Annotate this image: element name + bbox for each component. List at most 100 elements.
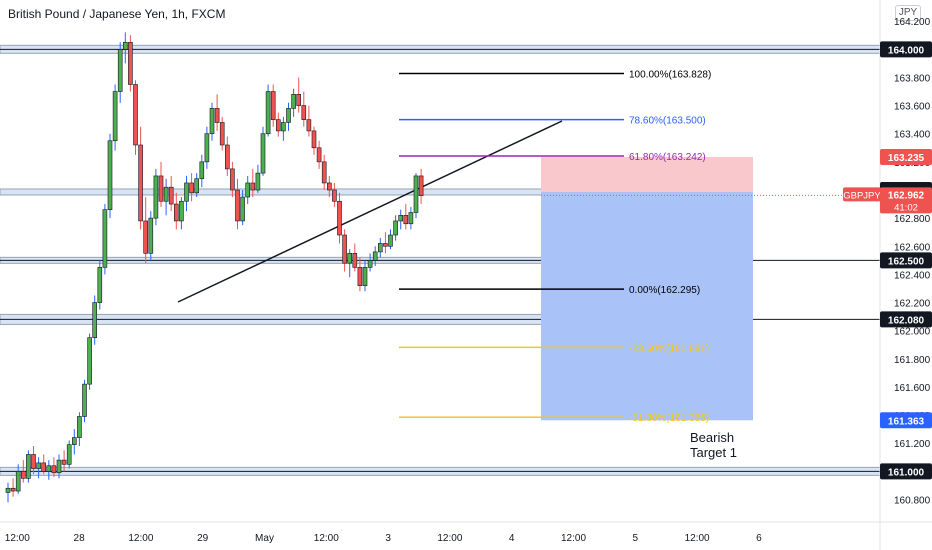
symbol-tag[interactable]: GBPJPY <box>843 190 881 201</box>
candle-body[interactable] <box>240 196 245 222</box>
candle-body[interactable] <box>321 161 327 184</box>
currency-badge[interactable]: JPY <box>895 5 921 21</box>
candle-body[interactable] <box>117 49 123 92</box>
candle-body[interactable] <box>41 462 47 472</box>
fib-label: 61.80%(163.242) <box>629 152 706 163</box>
candle-body[interactable] <box>189 182 194 194</box>
take-profit-zone[interactable] <box>541 191 753 421</box>
candle-body[interactable] <box>250 182 256 191</box>
candle-body[interactable] <box>291 94 296 109</box>
rising-trend-line[interactable] <box>177 120 563 303</box>
candle-body[interactable] <box>255 172 261 191</box>
fib-label: 0.00%(162.295) <box>629 285 700 296</box>
candle-body[interactable] <box>77 416 82 438</box>
candle-body[interactable] <box>372 251 378 261</box>
time-tick-label: 4 <box>509 533 515 544</box>
candle-body[interactable] <box>204 133 210 163</box>
candle-body[interactable] <box>97 267 103 303</box>
candle-body[interactable] <box>275 119 281 132</box>
candle-body[interactable] <box>413 175 419 213</box>
candle-body[interactable] <box>270 91 276 120</box>
candle-body[interactable] <box>245 182 250 198</box>
candle-body[interactable] <box>72 437 77 445</box>
fib-label: -23.60%(161.881) <box>629 343 709 354</box>
chart-title: British Pound / Japanese Yen, 1h, FXCM <box>8 7 226 21</box>
candle-body[interactable] <box>235 189 240 222</box>
candle-body[interactable] <box>92 302 97 339</box>
candle-body[interactable] <box>51 465 57 474</box>
candle-body[interactable] <box>209 108 215 135</box>
candle-body[interactable] <box>342 234 347 264</box>
candle-body[interactable] <box>286 108 291 123</box>
candle-body[interactable] <box>347 253 353 264</box>
candle-body[interactable] <box>265 91 271 135</box>
candle-body[interactable] <box>56 459 62 474</box>
candle-body[interactable] <box>388 234 393 247</box>
price-tick-label: 164.200 <box>894 17 931 28</box>
time-tick-label: 6 <box>756 533 762 544</box>
candle-body[interactable] <box>337 200 342 236</box>
symbol-tag-bg <box>843 187 881 202</box>
candle-body[interactable] <box>133 84 138 146</box>
stop-loss-zone[interactable] <box>541 156 753 192</box>
candle-body[interactable] <box>184 182 189 202</box>
candle-body[interactable] <box>31 454 36 469</box>
candle-body[interactable] <box>174 203 179 222</box>
candle-body[interactable] <box>143 220 148 254</box>
candle-body[interactable] <box>128 41 133 85</box>
candle-body[interactable] <box>194 178 199 194</box>
candle-body[interactable] <box>230 168 235 191</box>
candle-body[interactable] <box>316 147 322 163</box>
candle-body[interactable] <box>179 200 184 222</box>
candle-body[interactable] <box>260 133 266 174</box>
candle-body[interactable] <box>10 487 16 492</box>
candle-body[interactable] <box>383 243 388 247</box>
candle-body[interactable] <box>87 337 92 385</box>
candle-body[interactable] <box>296 94 302 106</box>
candle-body[interactable] <box>158 175 164 202</box>
candle-body[interactable] <box>153 175 159 219</box>
candle-body[interactable] <box>26 454 31 479</box>
candle-body[interactable] <box>163 186 169 202</box>
price-tick-label: 161.600 <box>894 383 931 394</box>
candle-body[interactable] <box>301 105 307 120</box>
candle-body[interactable] <box>5 487 11 493</box>
candle-body[interactable] <box>225 144 230 170</box>
candle-body[interactable] <box>306 119 312 132</box>
candle-body[interactable] <box>36 462 41 469</box>
candle-body[interactable] <box>107 140 113 210</box>
candle-body[interactable] <box>46 465 52 472</box>
candle-body[interactable] <box>362 267 368 286</box>
candle-body[interactable] <box>61 459 67 465</box>
marker-tag-bg <box>880 148 932 165</box>
candle-body[interactable] <box>403 215 409 225</box>
candle-body[interactable] <box>148 217 154 254</box>
price-tick-label: 160.800 <box>894 495 931 506</box>
candle-body[interactable] <box>352 253 358 268</box>
candle-body[interactable] <box>367 260 373 268</box>
candle-body[interactable] <box>219 122 225 146</box>
candle-body[interactable] <box>123 41 128 50</box>
candle-body[interactable] <box>138 144 143 222</box>
candle-body[interactable] <box>112 91 118 142</box>
candle-body[interactable] <box>168 186 174 205</box>
candle-body[interactable] <box>82 383 87 417</box>
candle-body[interactable] <box>15 471 21 492</box>
candle-body[interactable] <box>199 161 205 180</box>
candle-body[interactable] <box>418 175 424 196</box>
candle-body[interactable] <box>393 220 398 236</box>
candle-body[interactable] <box>281 122 286 132</box>
candle-body[interactable] <box>377 243 383 253</box>
candle-body[interactable] <box>311 130 317 149</box>
candle-body[interactable] <box>214 108 220 123</box>
candle-body[interactable] <box>398 215 404 222</box>
candle-body[interactable] <box>66 444 72 465</box>
candle-body[interactable] <box>20 471 26 479</box>
candle-body[interactable] <box>332 189 337 202</box>
candle-body[interactable] <box>102 209 108 268</box>
candle-body[interactable] <box>408 212 414 225</box>
candle-body[interactable] <box>326 182 332 191</box>
candle-body[interactable] <box>357 267 363 286</box>
